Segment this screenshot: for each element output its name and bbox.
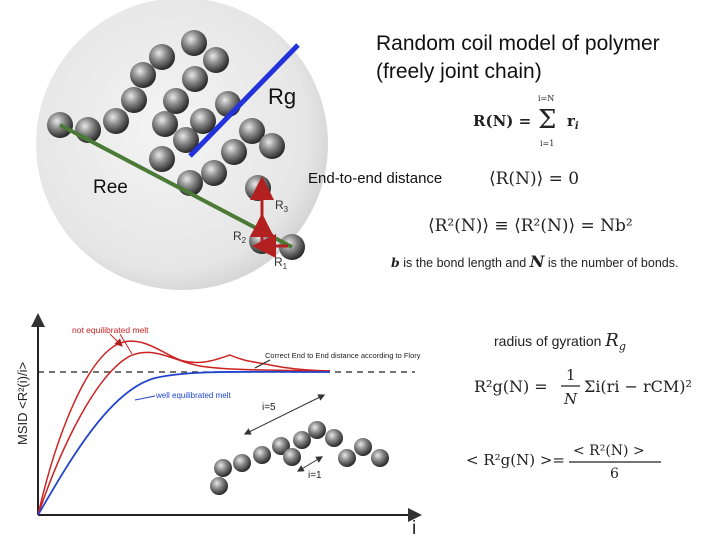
msid-y-label: MSID <R²(i)/i>	[15, 362, 30, 445]
title-line-2: (freely joint chain)	[376, 60, 542, 83]
rg-frac-den: N	[563, 390, 578, 408]
bead	[181, 30, 207, 56]
rg-formula-rhs: Σi(ri − rCM)²	[584, 377, 692, 396]
bead	[121, 87, 147, 113]
title-line-1: Random coil model of polymer	[376, 32, 660, 55]
bead	[203, 47, 229, 73]
well-eq-pointer	[134, 395, 156, 401]
ree-label: Ree	[93, 177, 128, 198]
rg-line	[188, 43, 300, 158]
i5-arrow	[243, 394, 326, 435]
bead	[245, 175, 271, 201]
bead	[182, 66, 208, 92]
r1-label: R1	[274, 255, 288, 271]
page-title: Random coil model of polymer (freely joi…	[376, 30, 660, 86]
bead	[163, 88, 189, 114]
r3-label: R3	[275, 198, 289, 214]
mean-r2-formula: ⟨R²(N)⟩ ≡ ⟨R²(N)⟩ = Nb²	[428, 216, 633, 236]
bead	[215, 91, 241, 117]
mean-r-formula: ⟨R(N)⟩ = 0	[489, 169, 579, 189]
i5-label: i=5	[262, 402, 276, 413]
bond-note: b is the bond length and N is the number…	[391, 252, 678, 271]
bead	[149, 44, 175, 70]
bead	[152, 111, 178, 137]
i1-label: i=1	[308, 470, 322, 481]
not-eq-pointer-2	[119, 333, 133, 355]
rg-formula-lhs: R²g(N) =	[474, 377, 548, 396]
i1-arrow	[296, 456, 324, 472]
bead	[149, 146, 175, 172]
not-eq-curve-1	[37, 340, 331, 516]
r2-label: R2	[233, 229, 247, 245]
msid-plot: not equilibrated melt well equilibrated …	[15, 313, 422, 539]
rn-lhs: R(N) =	[473, 112, 531, 130]
rg-avg-num: < R²(N) >	[573, 443, 645, 459]
sum-term: ri	[567, 112, 579, 132]
rg-title: radius of gyration Rg	[494, 330, 626, 353]
flory-label: Correct End to End distance according to…	[265, 351, 421, 360]
bead	[239, 118, 265, 144]
not-eq-curve-2	[37, 351, 331, 516]
well-eq-label: well equilibrated melt	[155, 391, 231, 400]
bead	[173, 127, 199, 153]
bead	[103, 108, 129, 134]
not-eq-pointer	[109, 333, 123, 347]
sum-sign: Σ	[538, 105, 556, 135]
msid-x-label: i	[412, 518, 416, 539]
bead	[130, 62, 156, 88]
bead	[190, 108, 216, 134]
inset-chain	[210, 421, 389, 495]
rg-avg-den: 6	[610, 466, 619, 482]
end-to-end-label: End-to-end distance	[308, 170, 442, 187]
rg-frac-num: 1	[566, 366, 576, 384]
flory-pointer	[254, 359, 271, 369]
bead	[221, 139, 247, 165]
formula-block: i=N R(N) = Σ ri i=1 ⟨R(N)⟩ = 0 ⟨R²(N)⟩ ≡…	[428, 94, 692, 482]
rg-label: Rg	[268, 84, 296, 109]
rg-avg-lhs: < R²g(N) >=	[466, 451, 565, 469]
well-eq-curve	[37, 370, 331, 516]
not-eq-label: not equilibrated melt	[72, 325, 149, 335]
sum-bottom: i=1	[540, 139, 554, 148]
bead	[259, 133, 285, 159]
sum-top: i=N	[538, 94, 554, 103]
bead	[201, 160, 227, 186]
